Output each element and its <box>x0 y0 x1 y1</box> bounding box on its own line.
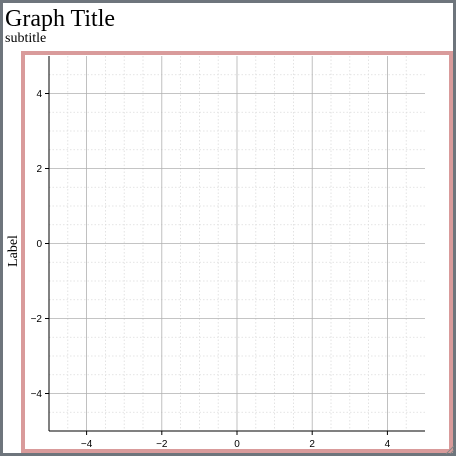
ticks: −4 −2 0 2 4 −4 −2 0 2 4 <box>31 89 391 450</box>
x-tick-label: −2 <box>156 439 168 450</box>
y-tick-label: −4 <box>31 389 43 400</box>
chart-subtitle: subtitle <box>5 31 47 46</box>
x-tick-label: −4 <box>81 439 93 450</box>
x-tick-label: 2 <box>309 439 315 450</box>
x-tick-label: 4 <box>385 439 391 450</box>
y-tick-label: −2 <box>31 314 43 325</box>
y-axis-label: Label <box>6 235 21 267</box>
y-tick-label: 2 <box>36 164 42 175</box>
chart-title: Graph Title <box>5 6 116 32</box>
minor-grid <box>49 56 425 431</box>
resize-grip-icon[interactable] <box>444 444 454 454</box>
y-tick-label: 0 <box>36 239 42 250</box>
x-tick-label: 0 <box>234 439 240 450</box>
y-tick-label: 4 <box>36 89 42 100</box>
major-grid <box>49 56 425 431</box>
